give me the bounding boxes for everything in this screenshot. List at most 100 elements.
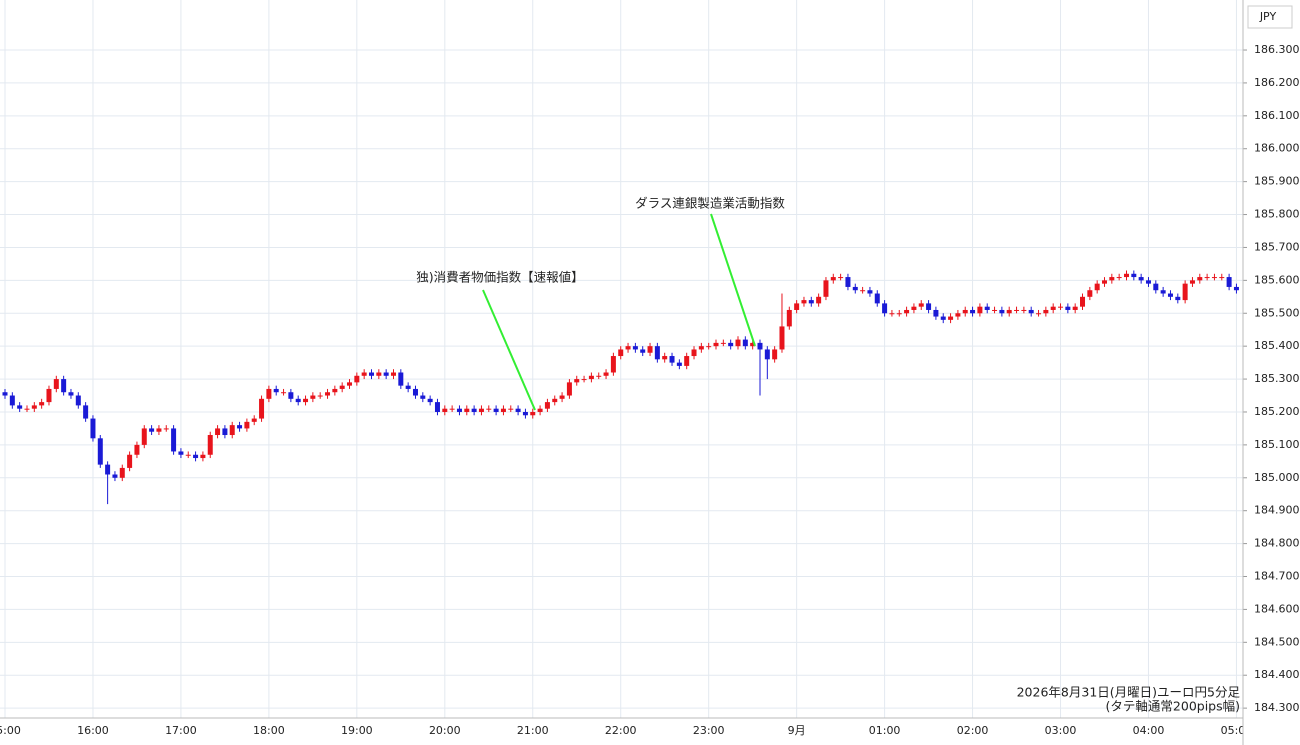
candle-body — [786, 309, 792, 327]
candle-body — [90, 418, 96, 439]
candle-body — [515, 408, 521, 412]
candle-body — [39, 402, 45, 406]
candle-body — [596, 375, 602, 377]
candle-body — [17, 405, 23, 409]
candle-body — [603, 372, 609, 376]
x-tick-label: 19:00 — [341, 724, 373, 737]
candle-body — [1131, 273, 1137, 278]
candle-body — [706, 346, 712, 348]
candle-body — [845, 277, 851, 287]
candle-body — [97, 438, 103, 465]
candle-body — [244, 421, 250, 429]
y-tick-label: 184.500 — [1254, 635, 1300, 648]
candle-body — [970, 309, 976, 314]
y-tick-label: 185.700 — [1254, 240, 1300, 253]
candle-body — [640, 349, 646, 353]
candle-body — [149, 428, 155, 432]
candle-body — [852, 286, 858, 291]
candle-body — [999, 309, 1005, 314]
candle-body — [332, 388, 338, 393]
candle-body — [354, 375, 360, 383]
candle-body — [632, 346, 638, 350]
x-tick-label: 21:00 — [517, 724, 549, 737]
y-tick-label: 185.900 — [1254, 175, 1300, 188]
candle-body — [339, 385, 345, 389]
x-tick-label: 01:00 — [869, 724, 901, 737]
y-tick-label: 184.800 — [1254, 537, 1300, 550]
x-tick-label: 03:00 — [1045, 724, 1077, 737]
note: (タテ軸通常200pips幅) — [1106, 699, 1240, 714]
candle-body — [310, 395, 316, 399]
candle-body — [867, 290, 873, 294]
candle-body — [420, 395, 426, 399]
candle-body — [1204, 277, 1210, 279]
candle-body — [889, 313, 895, 315]
candle-body — [68, 392, 74, 396]
y-tick-label: 184.400 — [1254, 668, 1300, 681]
candle-body — [1028, 309, 1034, 314]
candle-body — [816, 296, 822, 304]
x-tick-label: 17:00 — [165, 724, 197, 737]
candle-body — [193, 454, 199, 459]
candle-body — [9, 395, 15, 406]
candle-body — [1072, 306, 1078, 310]
candle-body — [456, 408, 462, 412]
candle-body — [610, 356, 616, 373]
candle-body — [471, 408, 477, 412]
candle-body — [1175, 296, 1181, 301]
candle-body — [46, 388, 52, 403]
annotation: ダラス連銀製造業活動指数 — [635, 196, 785, 211]
candle-body — [31, 405, 37, 409]
candle-body — [127, 454, 133, 468]
candle-body — [486, 408, 492, 410]
candle-body — [412, 388, 418, 396]
candle-body — [757, 342, 763, 350]
y-tick-label: 185.600 — [1254, 273, 1300, 286]
candle-body — [1050, 306, 1056, 310]
candle-body — [171, 428, 177, 452]
candle-body — [1058, 306, 1064, 308]
y-tick-label: 184.900 — [1254, 504, 1300, 517]
candle-body — [390, 372, 396, 376]
candle-body — [779, 326, 785, 350]
candle-body — [61, 379, 67, 393]
x-tick-label: 02:00 — [957, 724, 989, 737]
x-tick-label: 16:00 — [77, 724, 109, 737]
candle-body — [948, 316, 954, 320]
candle-body — [288, 392, 294, 399]
candle-body — [1153, 283, 1159, 291]
candle-body — [75, 395, 81, 406]
annotation: 独)消費者物価指数【速報値】 — [416, 270, 583, 285]
candle-body — [977, 306, 983, 314]
candle-body — [1116, 277, 1122, 279]
candle-body — [882, 303, 888, 314]
candle-body — [1160, 290, 1166, 294]
candle-body — [1182, 283, 1188, 301]
candle-body — [405, 385, 411, 389]
candle-body — [918, 303, 924, 307]
candle-body — [500, 408, 506, 412]
candle-body — [259, 398, 265, 419]
y-tick-label: 185.800 — [1254, 208, 1300, 221]
candle-body — [1036, 313, 1042, 315]
candle-body — [317, 395, 323, 397]
candle-body — [544, 402, 550, 409]
candle-body — [1102, 280, 1107, 284]
candle-body — [1065, 306, 1071, 310]
candle-body — [574, 379, 580, 383]
candle-body — [955, 313, 961, 317]
candle-body — [838, 277, 844, 279]
y-tick-label: 186.100 — [1254, 109, 1300, 122]
x-tick-label: 05:00 — [1221, 724, 1253, 737]
candle-body — [508, 408, 514, 410]
x-tick-label: 18:00 — [253, 724, 285, 737]
candle-body — [691, 349, 697, 357]
candle-body — [772, 349, 778, 360]
x-tick-label: 20:00 — [429, 724, 461, 737]
y-tick-label: 185.300 — [1254, 372, 1300, 385]
candle-body — [1043, 309, 1049, 314]
candle-body — [735, 339, 741, 347]
candle-body — [1211, 277, 1217, 279]
candle-body — [376, 372, 382, 376]
y-tick-label: 184.600 — [1254, 602, 1300, 615]
